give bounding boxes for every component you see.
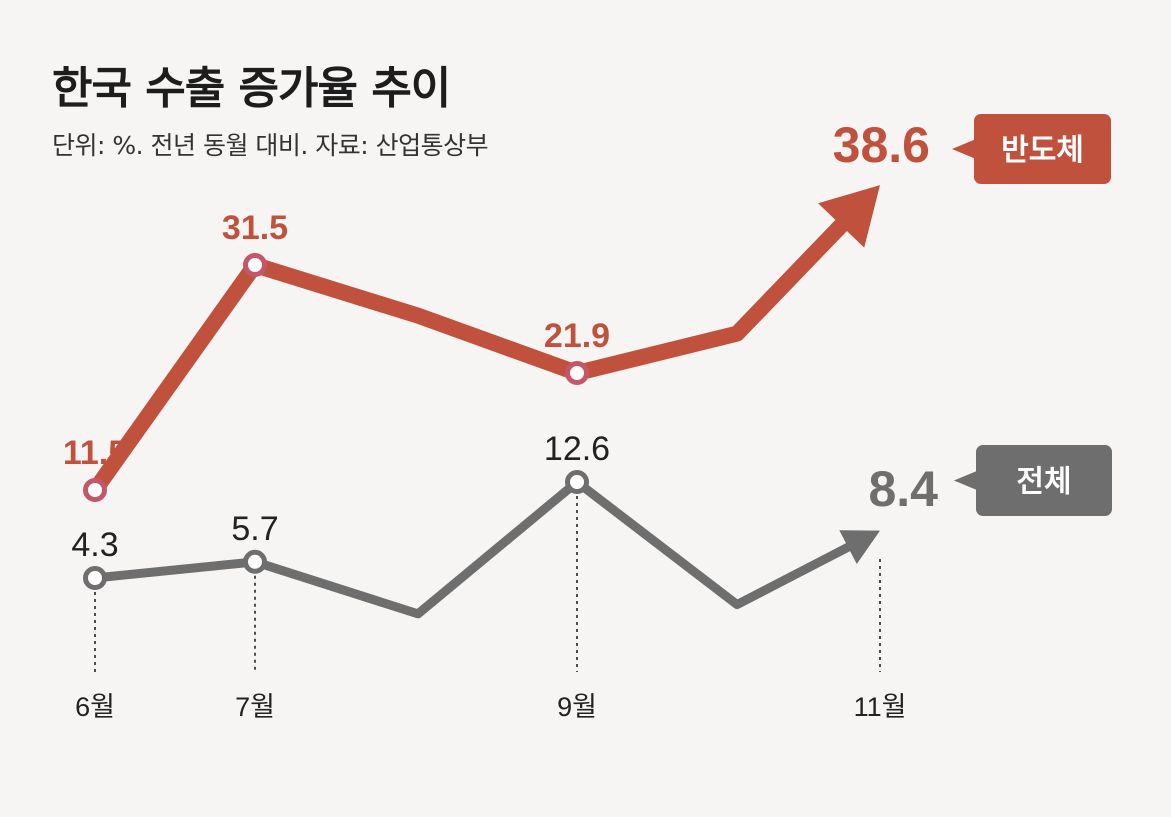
total-point-marker-2 — [243, 549, 267, 574]
chart-title: 한국 수출 증가율 추이 — [52, 63, 451, 114]
semiconductor-point-marker-2 — [243, 253, 267, 277]
semiconductor-legend-pointer — [952, 139, 976, 159]
total-legend-pointer — [954, 470, 978, 491]
total-end-value: 8.4 — [868, 461, 938, 517]
semiconductor-data-label-3: 21.9 — [544, 317, 610, 355]
semiconductor-point-marker-3 — [565, 361, 589, 385]
semiconductor-data-label-1: 11.5 — [63, 434, 127, 472]
chart-subtitle: 단위: %. 전년 동월 대비. 자료: 산업통상부 — [52, 131, 489, 160]
semiconductor-legend-box — [974, 114, 1111, 184]
total-data-label-1: 4.3 — [71, 526, 118, 564]
total-point-marker-1 — [83, 566, 107, 590]
semiconductor-data-label-2: 31.5 — [222, 209, 288, 247]
total-data-label-3: 12.6 — [544, 430, 610, 468]
semiconductor-legend-label: 반도체 — [1001, 133, 1084, 168]
x-tick-label-2: 7월 — [235, 692, 275, 722]
x-tick-label-1: 6월 — [75, 692, 115, 722]
semiconductor-point-marker-1 — [83, 478, 107, 502]
semiconductor-end-value: 38.6 — [833, 117, 930, 173]
total-point-marker-3 — [565, 470, 589, 494]
x-tick-label-3: 9월 — [557, 692, 597, 722]
total-legend-label: 전체 — [1016, 465, 1071, 500]
total-series-line — [90, 477, 855, 619]
semiconductor-series-line — [87, 216, 851, 498]
total-legend-box — [976, 445, 1112, 516]
total-data-label-2: 5.7 — [231, 510, 278, 548]
x-tick-label-4: 11월 — [854, 692, 907, 722]
total-arrow-head — [839, 530, 880, 565]
semiconductor-arrow-head — [818, 185, 880, 248]
